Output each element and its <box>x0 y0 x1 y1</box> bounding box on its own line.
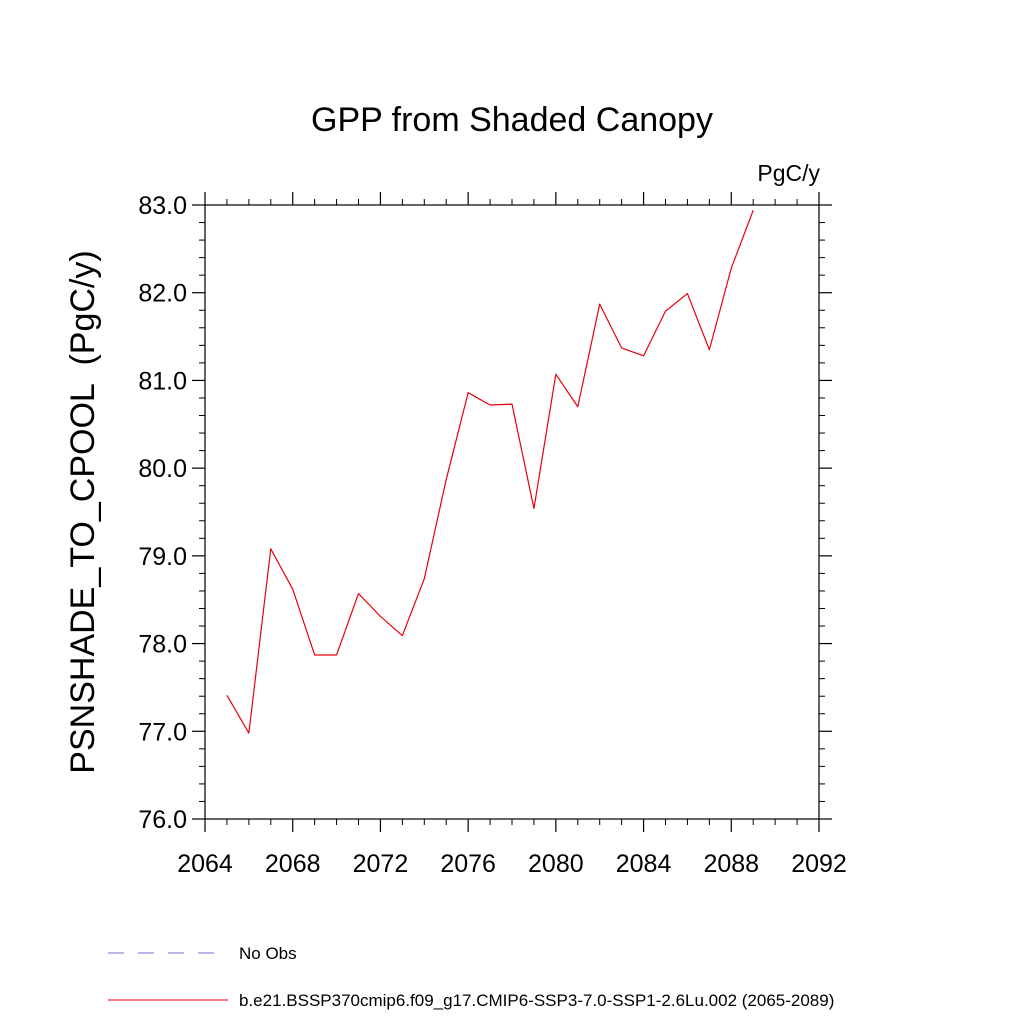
legend-label: b.e21.BSSP370cmip6.f09_g17.CMIP6-SSP3-7.… <box>239 991 834 1010</box>
x-tick-label: 2068 <box>265 850 321 878</box>
y-tick-label: 79.0 <box>138 543 187 571</box>
chart-title: GPP from Shaded Canopy <box>311 101 713 139</box>
plot-frame <box>204 204 820 820</box>
x-tick-label: 2072 <box>353 850 409 878</box>
y-tick-label: 82.0 <box>138 280 187 308</box>
y-tick-label: 81.0 <box>138 367 187 395</box>
series-layer <box>226 210 754 734</box>
x-tick-label: 2080 <box>528 850 584 878</box>
y-axis-label: PSNSHADE_TO_CPOOL (PgC/y) <box>64 250 102 773</box>
y-tick-label: 78.0 <box>138 631 187 659</box>
y-tick-label: 76.0 <box>138 806 187 834</box>
y-tick-label: 83.0 <box>138 192 187 220</box>
x-tick-label: 2084 <box>616 850 672 878</box>
x-tick-label: 2088 <box>703 850 759 878</box>
x-tick-label: 2092 <box>791 850 847 878</box>
ticks-layer: 76.0 77.0 78.0 79.0 80.0 81.0 82.0 83.0 2064 2068… <box>138 192 847 878</box>
legend-label: No Obs <box>239 944 297 963</box>
y-tick-label: 77.0 <box>138 718 187 746</box>
y-tick-label: 80.0 <box>138 455 187 483</box>
series-line <box>226 210 754 734</box>
x-tick-label: 2076 <box>440 850 496 878</box>
units-label: PgC/y <box>757 160 820 186</box>
legend: No Obs b.e21.BSSP370cmip6.f09_g17.CMIP6-S… <box>108 944 834 1010</box>
x-tick-label: 2064 <box>177 850 233 878</box>
